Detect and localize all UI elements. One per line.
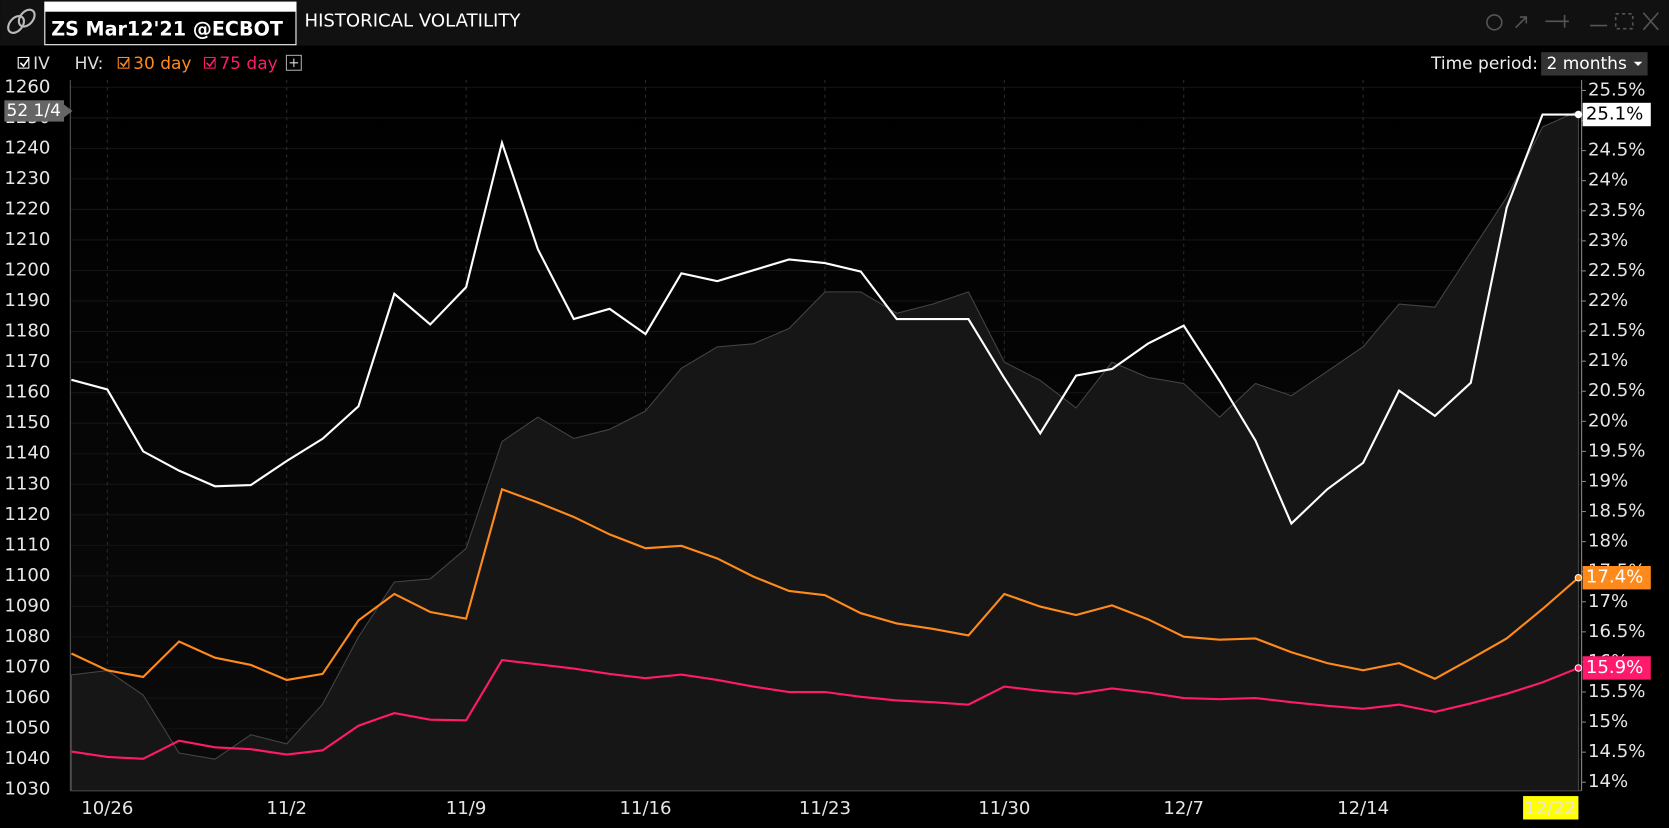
y-tick-label: 1140: [4, 443, 50, 464]
y-tick-label: 1110: [4, 534, 50, 555]
last-value-tag: [1582, 656, 1651, 680]
y-tick-label: 1260: [4, 76, 50, 97]
last-value-tag: [1582, 102, 1651, 127]
y2-tick-label: 24%: [1588, 170, 1628, 191]
x-tick-label: 12/7: [1163, 798, 1204, 819]
y-tick-label: 1170: [4, 351, 50, 372]
y-tick-label: 1050: [4, 718, 50, 739]
y2-tick-label: 21.5%: [1588, 320, 1645, 341]
y2-tick-label: 18%: [1588, 531, 1628, 552]
last-value-dot: [1574, 110, 1583, 119]
price-tag: [4, 100, 64, 122]
x-tick-label: 12/14: [1337, 798, 1389, 819]
legend-checkbox[interactable]: [203, 56, 216, 69]
time-period-label: Time period:: [1430, 54, 1538, 74]
series-line: [70, 487, 1580, 682]
toolbar: [0, 45, 1669, 80]
y2-tick-label: 21%: [1588, 350, 1628, 371]
y2-tick-label: 24.5%: [1588, 140, 1645, 161]
last-value-label: 15.9%: [1586, 657, 1643, 678]
series-line: [71, 658, 1579, 760]
y-tick-label: 1230: [4, 168, 50, 189]
y2-tick-label: 14%: [1588, 771, 1628, 792]
window-controls[interactable]: [1486, 12, 1659, 31]
y2-tick-label: 15%: [1588, 711, 1628, 732]
time-period-value: 2 months: [1546, 54, 1626, 74]
y2-tick-label: 22%: [1588, 290, 1628, 311]
y-tick-label: 1100: [4, 565, 50, 586]
last-value-label: 25.1%: [1586, 104, 1643, 125]
x-tick-label: 11/2: [266, 798, 307, 819]
legend-label: IV: [33, 54, 50, 74]
last-value-tag: [1582, 566, 1651, 590]
y-tick-label: 1210: [4, 229, 50, 250]
x-tick-label: 11/30: [978, 798, 1030, 819]
y2-tick-label: 16.5%: [1588, 621, 1645, 642]
legend-label: 30 day: [133, 54, 191, 74]
x-tick-label: 11/9: [446, 798, 487, 819]
y2-tick-label: 19%: [1588, 470, 1628, 491]
y2-tick-label: 20%: [1588, 410, 1628, 431]
y2-tick-label: 17%: [1588, 591, 1628, 612]
legend-checkbox[interactable]: [117, 56, 130, 69]
y2-tick-label: 25.5%: [1588, 79, 1645, 100]
legend-check: [119, 58, 130, 68]
y-tick-label: 1060: [4, 687, 50, 708]
price-area: [70, 110, 1579, 792]
legend-check: [19, 58, 30, 68]
price-tag-label: 52 1/4: [7, 101, 61, 121]
link-icon[interactable]: [5, 7, 38, 36]
x-tick-label: 12/22: [1524, 798, 1576, 819]
last-value-label: 17.4%: [1586, 567, 1643, 588]
y2-tick-label: 23%: [1588, 230, 1628, 251]
symbol: ZS Mar12'21 @ECBOT: [51, 17, 283, 40]
symbol-box-top: [44, 2, 296, 12]
hv-label: HV:: [75, 54, 104, 74]
y2-tick-label: 14.5%: [1588, 741, 1645, 762]
y-tick-label: 1160: [4, 382, 50, 403]
y-tick-label: 1180: [4, 321, 50, 342]
add-button[interactable]: [285, 54, 302, 71]
add-icon: [289, 58, 299, 68]
y-tick-label: 1070: [4, 657, 50, 678]
time-period-dropdown[interactable]: [1541, 52, 1648, 76]
y2-tick-label: 15.5%: [1588, 681, 1645, 702]
y2-tick-label: 22.5%: [1588, 260, 1645, 281]
y-tick-label: 1080: [4, 626, 50, 647]
y-tick-label: 1090: [4, 595, 50, 616]
last-value-dot: [1574, 664, 1583, 672]
series-line: [71, 113, 1579, 526]
y-tick-label: 1130: [4, 473, 50, 494]
y-tick-label: 1220: [4, 198, 50, 219]
last-value-dot: [1574, 573, 1583, 582]
y-tick-label: 1200: [4, 260, 50, 281]
y-tick-label: 1040: [4, 748, 50, 769]
legend-label: 75 day: [219, 54, 277, 74]
y-tick-label: 1120: [4, 504, 50, 525]
price-tag-arrow: [63, 104, 73, 118]
legend-checkbox[interactable]: [17, 56, 30, 69]
y-tick-label: 1190: [4, 290, 50, 311]
y2-tick-label: 20.5%: [1588, 380, 1645, 401]
dropdown-arrow: [1633, 61, 1643, 66]
y2-tick-label: 19.5%: [1588, 440, 1645, 461]
y2-tick-label: 18.5%: [1588, 501, 1645, 522]
y-tick-label: 1150: [4, 412, 50, 433]
x-tick-label: 10/26: [81, 798, 133, 819]
legend-check: [206, 58, 216, 68]
window-title: HISTORICAL VOLATILITY: [304, 10, 521, 31]
y2-tick-label: 23.5%: [1588, 200, 1645, 221]
y-tick-label: 1030: [4, 779, 50, 800]
x-tick-label: 11/23: [799, 798, 851, 819]
current-date-highlight: [1523, 796, 1579, 820]
x-tick-label: 11/16: [619, 798, 671, 819]
y-tick-label: 1240: [4, 137, 50, 158]
